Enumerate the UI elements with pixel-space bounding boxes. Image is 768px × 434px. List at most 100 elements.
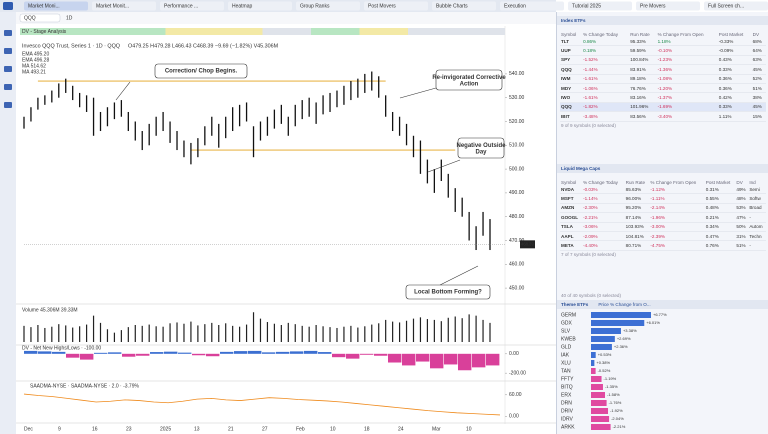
cell: 0.36% <box>717 83 752 94</box>
volume-bar <box>79 326 81 342</box>
tab[interactable] <box>228 1 292 11</box>
tab[interactable] <box>500 1 564 11</box>
stage-segment <box>262 28 311 35</box>
volume-bar <box>287 322 289 342</box>
cell: -3.48% <box>582 111 630 122</box>
price-tick-label: 470.00 <box>509 238 525 244</box>
price-tick-label: 450.00 <box>509 285 525 291</box>
watchlist-row[interactable]: IBIT -3.48% 83.56% -3.40% 1.11% 15% <box>560 111 766 122</box>
x-tick-label: Mar <box>432 426 441 432</box>
column-header: DV <box>736 180 743 185</box>
theme-bar-chart: GERM +6.77% GDX +6.01% SLV +3.38% KWEB +2.69% GL… <box>561 312 667 430</box>
watchlist-row[interactable]: MSFT -1.14% 96.00% -1.11% 0.55% 48% Softw <box>560 193 766 204</box>
tab-label[interactable]: Bubble Charts <box>436 4 468 10</box>
metric-select[interactable]: Price % Change from O... <box>598 302 651 307</box>
tab-label[interactable]: Market Moni... <box>28 4 60 10</box>
stage-label: DV - Stage Analysis <box>22 29 67 35</box>
cell: -1.11% <box>649 193 705 204</box>
tab[interactable] <box>92 1 156 11</box>
price-tick-label: 530.00 <box>509 95 525 101</box>
watchlist-row[interactable]: IWO -1.61% 83.16% -1.37% 0.42% 38% <box>560 92 766 103</box>
tab-label[interactable]: Heatmap <box>232 4 253 10</box>
cell: SPY <box>560 55 583 66</box>
theme-bar <box>591 320 645 326</box>
tab[interactable] <box>636 1 700 11</box>
tab[interactable] <box>568 1 632 11</box>
theme-value-label: -1.92% <box>610 408 623 413</box>
cell: TLT <box>560 37 583 47</box>
tab[interactable] <box>432 1 496 11</box>
watchlist-row[interactable]: TLT 0.86% 95.33% 1.18% -0.33% 68% <box>560 37 766 47</box>
watchlist-row[interactable]: QQQ -1.82% 101.96% -1.69% 0.33% 45% <box>560 102 766 113</box>
volume-bar <box>482 319 484 342</box>
cell: 100.84% <box>629 55 657 66</box>
tab[interactable] <box>704 1 768 11</box>
sidebar <box>0 12 16 434</box>
annotation-arrow <box>115 81 131 101</box>
watchlist-row[interactable]: TSLA -3.06% 103.93% -3.00% 0.34% 50% Autom <box>560 222 766 232</box>
stage-segment <box>20 28 69 35</box>
tab[interactable] <box>24 1 88 11</box>
column-header: % Change Today <box>583 180 618 185</box>
cell: 51% <box>751 83 766 94</box>
tab-label[interactable]: Full Screen ch... <box>708 4 744 10</box>
watchlist-row[interactable]: META -4.40% 80.71% -4.75% 0.76% 51% - <box>560 240 766 251</box>
icon[interactable] <box>4 30 12 36</box>
tab-label[interactable]: Pre Movers <box>640 4 666 10</box>
watchlist-row[interactable]: SPY -1.52% 100.84% -1.23% 0.43% 63% <box>560 55 766 66</box>
indicator-label: EMA 496.28 <box>22 57 49 63</box>
watchlist-row[interactable]: AMZN -2.30% 95.20% -2.14% 0.48% 53% Broad <box>560 203 766 214</box>
tab-label[interactable]: Group Ranks <box>300 4 330 10</box>
interval[interactable]: 1D <box>66 15 73 21</box>
volume-label: Volume 45.306M 39.33M <box>22 307 78 313</box>
watchlist-title[interactable]: Index ETFs <box>557 16 768 25</box>
watchlist-row[interactable]: NVDA -0.03% 85.63% -1.12% 0.31% 49% Semi <box>560 185 766 195</box>
price-tick-label: 540.00 <box>509 71 525 77</box>
icon[interactable] <box>4 102 12 108</box>
tab-label[interactable]: Post Movers <box>368 4 396 10</box>
symbol-search[interactable] <box>19 13 61 23</box>
watchlist-row[interactable]: MDY -1.06% 76.76% -1.20% 0.36% 51% <box>560 83 766 94</box>
cell: -2.21% <box>582 212 625 223</box>
tab-label[interactable]: Performance ... <box>164 4 198 10</box>
tab-label[interactable]: Market Monit... <box>96 4 129 10</box>
tab[interactable] <box>364 1 428 11</box>
cell: -3.06% <box>582 222 625 232</box>
theme-value-label: +6.77% <box>653 312 667 317</box>
theme-symbol: KWEB <box>561 336 576 342</box>
cell: -4.75% <box>649 240 705 251</box>
volume-bar <box>106 329 109 342</box>
nnh-bar <box>80 353 94 360</box>
cell: Techn <box>748 231 766 242</box>
breadth-line <box>23 393 501 416</box>
tab[interactable] <box>160 1 224 11</box>
indicator-label: EMA 495.20 <box>22 51 49 57</box>
watchlist-row[interactable]: QQQ -1.44% 83.91% -1.36% 0.33% 45% <box>560 64 766 75</box>
stage-segment <box>456 28 505 35</box>
stage-segment <box>68 28 117 35</box>
volume-bar <box>245 324 248 342</box>
theme-symbol: XLU <box>561 360 571 366</box>
nnh-bar <box>276 351 290 354</box>
cell: AAPL <box>560 231 583 242</box>
tab-label[interactable]: Execution <box>504 4 526 10</box>
volume-bar <box>232 325 234 342</box>
icon[interactable] <box>4 48 12 54</box>
watchlist-title[interactable]: Theme ETFs <box>561 302 589 307</box>
cell: 1.11% <box>717 111 752 122</box>
column-header: DV <box>752 32 760 37</box>
watchlist-row[interactable]: GOOGL -2.21% 87.14% -1.96% 0.21% 47% - <box>560 212 766 223</box>
watchlist-row[interactable]: IWM -1.61% 89.18% -1.08% 0.36% 52% <box>560 74 766 84</box>
icon[interactable] <box>4 66 12 72</box>
tab[interactable] <box>296 1 360 11</box>
watchlist-row[interactable]: UUP 0.18% 59.59% -0.10% -0.09% 64% <box>560 45 766 56</box>
symbol[interactable]: QQQ <box>24 15 36 21</box>
watchlist-title[interactable]: Liquid Mega Caps <box>557 164 768 173</box>
theme-symbol: ARKK <box>561 424 575 430</box>
column-header: Symbol <box>561 180 577 185</box>
cell: 104.81% <box>624 231 650 242</box>
watchlist-row[interactable]: AAPL -2.09% 104.81% -2.39% 0.47% 31% Techn <box>560 231 766 242</box>
cell: 0.31% <box>704 185 736 195</box>
icon[interactable] <box>4 84 12 90</box>
tab-label[interactable]: Tutorial 2025 <box>572 4 601 10</box>
